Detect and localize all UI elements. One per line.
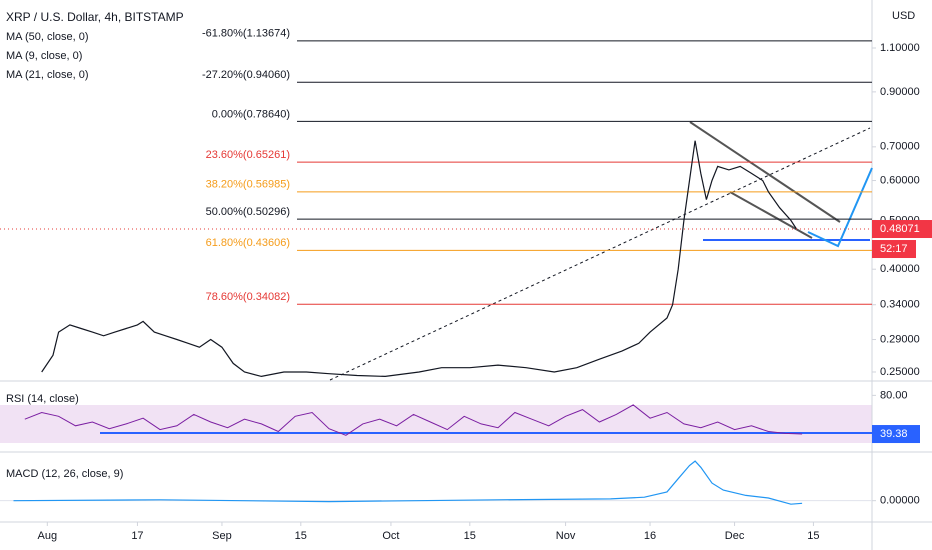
fib-label: 23.60%(0.65261): [206, 149, 290, 161]
y-tick-label: 0.90000: [880, 86, 920, 98]
series-line: [13, 460, 803, 505]
symbol-title: XRP / U.S. Dollar, 4h, BITSTAMP: [6, 10, 184, 24]
y-tick-label: 0.60000: [880, 174, 920, 186]
rsi-last-label: 39.38: [880, 428, 908, 440]
fib-label: -61.80%(1.13674): [202, 28, 290, 40]
triangle-upper: [689, 121, 841, 223]
x-tick-label: 15: [295, 530, 307, 542]
rsi-title: RSI (14, close): [6, 393, 79, 405]
x-tick-label: Nov: [556, 530, 576, 542]
triangle-lower: [729, 191, 813, 239]
fib-label: 0.00%(0.78640): [212, 108, 290, 120]
x-tick-label: 15: [807, 530, 819, 542]
series-line: [24, 404, 803, 436]
macd-title: MACD (12, 26, close, 9): [6, 468, 123, 480]
x-tick-label: Oct: [382, 530, 399, 542]
x-tick-label: Aug: [38, 530, 58, 542]
y-tick-label: 0.34000: [880, 299, 920, 311]
fib-label: 38.20%(0.56985): [206, 179, 290, 191]
x-tick-label: 16: [644, 530, 656, 542]
last-price-label: 0.48071: [880, 223, 920, 235]
projection-path: [807, 167, 873, 248]
y-tick-label: 0.00000: [880, 495, 920, 507]
y-tick-label: 0.25000: [880, 366, 920, 378]
y-tick-label: 0.40000: [880, 263, 920, 275]
y-tick-label: 80.00: [880, 389, 908, 401]
indicator-label: MA (9, close, 0): [6, 50, 82, 62]
countdown-label: 52:17: [880, 243, 908, 255]
y-tick-label: 0.29000: [880, 333, 920, 345]
x-tick-label: 17: [131, 530, 143, 542]
countdown-tag: [872, 240, 916, 259]
rsi-tag: [872, 425, 920, 444]
x-tick-label: Sep: [212, 530, 232, 542]
currency-label: USD: [892, 10, 915, 22]
x-tick-label: 15: [464, 530, 476, 542]
y-tick-label: 0.70000: [880, 141, 920, 153]
fib-label: -27.20%(0.94060): [202, 69, 290, 81]
fib-label: 50.00%(0.50296): [206, 206, 290, 218]
last-price-tag: [872, 220, 932, 239]
indicator-label: MA (21, close, 0): [6, 69, 89, 81]
x-tick-label: Dec: [725, 530, 745, 542]
indicator-label: MA (50, close, 0): [6, 31, 89, 43]
fib-label: 78.60%(0.34082): [206, 291, 290, 303]
y-tick-label: 1.10000: [880, 42, 920, 54]
series-line: [41, 140, 798, 378]
fib-label: 61.80%(0.43606): [206, 237, 290, 249]
